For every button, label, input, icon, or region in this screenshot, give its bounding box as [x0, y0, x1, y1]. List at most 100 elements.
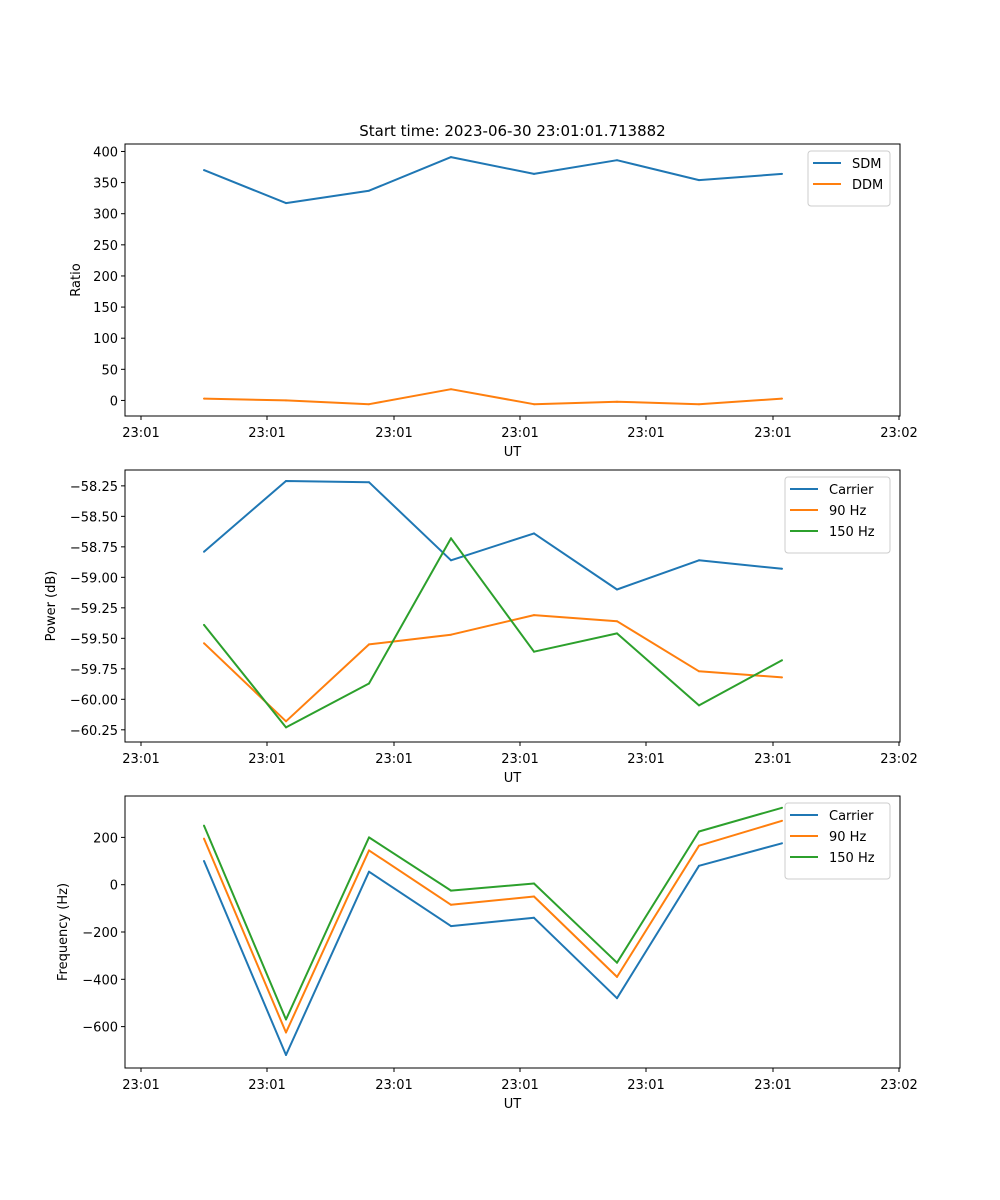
series-line-sdm [203, 156, 783, 205]
data-point [450, 388, 452, 391]
y-tick-label: 200 [93, 831, 118, 846]
legend-box [784, 802, 891, 880]
subplot-1: 23:01 23:01 23:01 23:01 23:01 23:01 23:02 0 50 10… [69, 143, 918, 460]
data-point [285, 399, 287, 402]
data-point [285, 1018, 287, 1021]
data-point [616, 620, 618, 623]
x-axis-label: UT [504, 445, 522, 460]
subplot-3: 23:01 23:01 23:01 23:01 23:01 23:01 23:02 −600 −… [56, 795, 918, 1112]
data-point [450, 925, 452, 928]
y-tick-label: 200 [93, 270, 118, 285]
data-point [616, 997, 618, 1000]
data-point [368, 849, 370, 852]
data-point [450, 889, 452, 892]
legend: SDM DDM [807, 150, 891, 207]
data-point [781, 819, 783, 822]
x-tick-label: 23:01 [375, 426, 412, 441]
data-point [616, 159, 618, 162]
data-point [616, 588, 618, 591]
y-tick-label: 150 [93, 301, 118, 316]
data-point [781, 397, 783, 400]
legend-label: DDM [852, 178, 883, 193]
data-point [450, 537, 452, 540]
x-tick-label: 23:02 [880, 752, 917, 767]
x-tick-label: 23:01 [627, 752, 664, 767]
legend-label: 90 Hz [829, 830, 866, 845]
data-point [203, 550, 205, 553]
data-point [368, 870, 370, 873]
y-tick-label: −58.75 [70, 541, 118, 556]
legend-label: Carrier [829, 809, 874, 824]
data-point [698, 844, 700, 847]
legend-box [807, 150, 891, 207]
data-point [781, 806, 783, 809]
data-point [368, 643, 370, 646]
x-tick-label: 23:01 [375, 752, 412, 767]
x-tick-label: 23:01 [501, 1078, 538, 1093]
axes-frame [124, 143, 901, 417]
y-tick-label: 250 [93, 239, 118, 254]
y-tick-label: −60.00 [70, 693, 118, 708]
data-point [533, 532, 535, 535]
y-tick-label: −59.75 [70, 663, 118, 678]
x-axis-label: UT [504, 1097, 522, 1112]
x-tick-label: 23:01 [754, 426, 791, 441]
data-point [368, 836, 370, 839]
legend-label: 90 Hz [829, 504, 866, 519]
x-tick-label: 23:01 [122, 426, 159, 441]
data-point [698, 179, 700, 182]
data-point [203, 169, 205, 172]
legend-box [784, 476, 891, 554]
subplot-2: 23:01 23:01 23:01 23:01 23:01 23:01 23:02 −60.2… [44, 469, 918, 786]
y-axis-label: Ratio [69, 263, 84, 296]
y-tick-label: −400 [82, 973, 118, 988]
data-point [203, 824, 205, 827]
y-tick-label: 0 [110, 879, 118, 894]
x-tick-label: 23:01 [501, 752, 538, 767]
data-point [533, 916, 535, 919]
series-line-90-hz [203, 614, 783, 723]
y-axis-label: Frequency (Hz) [56, 883, 71, 981]
data-point [203, 623, 205, 626]
data-point [533, 614, 535, 617]
x-tick-label: 23:01 [248, 426, 285, 441]
x-tick-label: 23:01 [501, 426, 538, 441]
x-tick-label: 23:01 [248, 752, 285, 767]
legend-label: SDM [852, 157, 881, 172]
data-point [698, 559, 700, 562]
data-point [450, 633, 452, 636]
data-point [368, 481, 370, 484]
x-tick-label: 23:01 [754, 752, 791, 767]
data-point [368, 189, 370, 192]
data-point [616, 400, 618, 403]
data-point [203, 860, 205, 862]
data-point [285, 1054, 287, 1056]
data-point [781, 659, 783, 662]
x-tick-label: 23:01 [627, 1078, 664, 1093]
x-tick-label: 23:01 [122, 752, 159, 767]
legend: Carrier 90 Hz 150 Hz [784, 802, 891, 880]
data-point [285, 726, 287, 729]
data-point [616, 975, 618, 978]
y-tick-label: −59.50 [70, 632, 118, 647]
data-point [533, 403, 535, 406]
data-point [203, 397, 205, 400]
x-tick-label: 23:01 [754, 1078, 791, 1093]
y-tick-label: −58.25 [70, 480, 118, 495]
legend: Carrier 90 Hz 150 Hz [784, 476, 891, 554]
chart-title: Start time: 2023-06-30 23:01:01.713882 [359, 122, 665, 140]
y-axis-label: Power (dB) [44, 571, 59, 642]
data-point [698, 864, 700, 867]
y-tick-label: 0 [110, 394, 118, 409]
axes-frame [124, 795, 901, 1069]
x-axis-label: UT [504, 771, 522, 786]
x-tick-label: 23:01 [627, 426, 664, 441]
data-point [450, 903, 452, 906]
legend-label: 150 Hz [829, 851, 875, 866]
data-point [781, 567, 783, 570]
data-point [533, 882, 535, 885]
legend-label: 150 Hz [829, 525, 875, 540]
series-line-carrier [203, 842, 783, 1056]
data-point [781, 842, 783, 845]
